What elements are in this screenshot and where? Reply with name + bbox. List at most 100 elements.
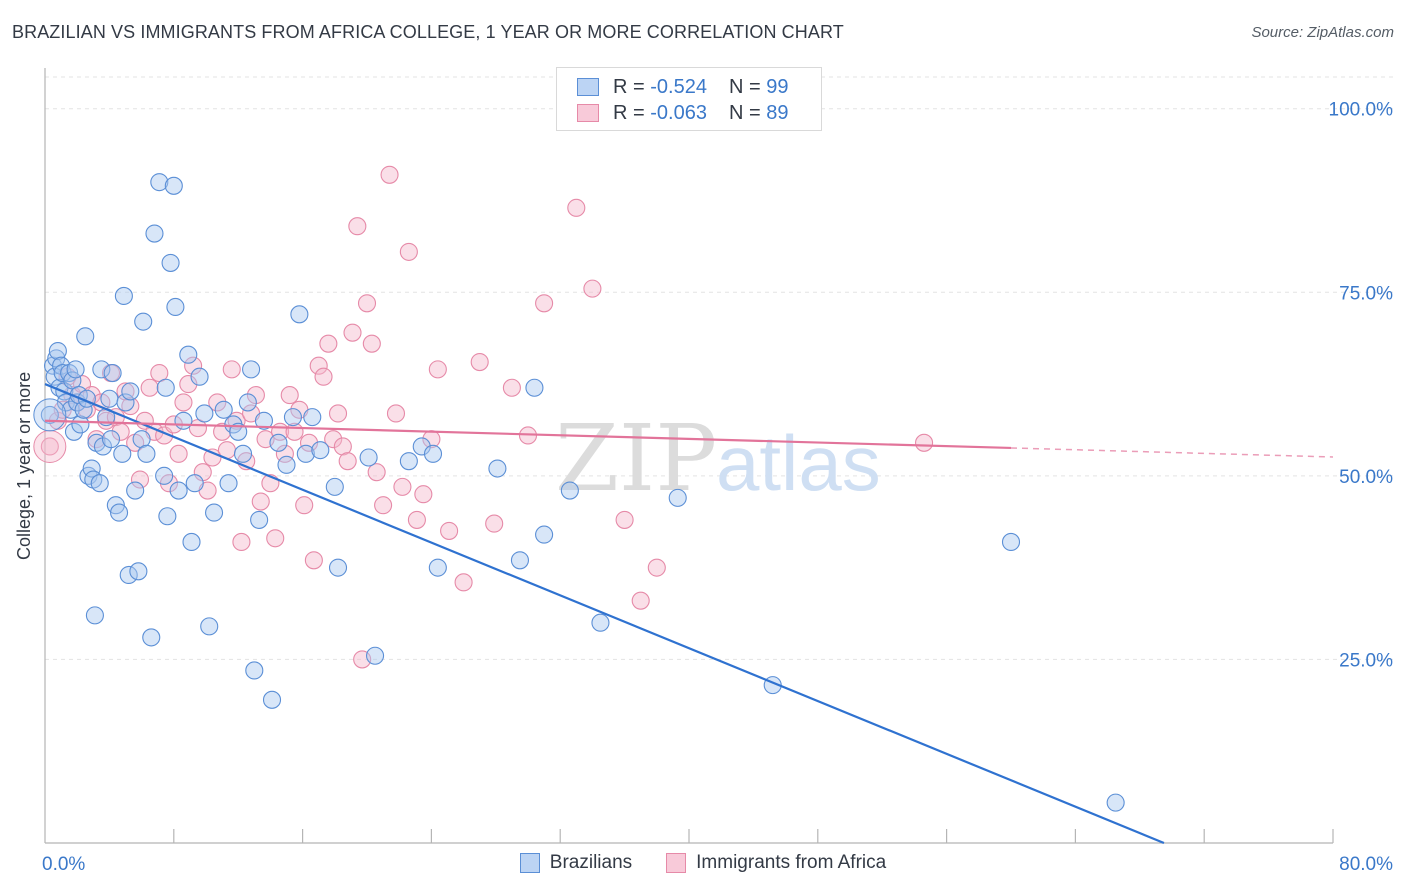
- point-immigrants-from-africa: [583, 279, 602, 298]
- point-brazilians: [277, 455, 296, 474]
- point-immigrants-from-africa: [338, 452, 357, 471]
- point-immigrants-from-africa: [174, 393, 193, 412]
- point-brazilians: [328, 558, 348, 577]
- point-brazilians: [158, 507, 177, 526]
- point-immigrants-from-africa: [208, 393, 227, 412]
- point-brazilians: [100, 389, 119, 408]
- x-tick-label: 0.0%: [42, 854, 85, 875]
- point-brazilians: [71, 415, 90, 434]
- point-immigrants-from-africa: [470, 352, 489, 372]
- point-immigrants-from-africa: [33, 429, 67, 463]
- point-brazilians: [290, 305, 309, 324]
- point-brazilians: [113, 444, 132, 463]
- point-immigrants-from-africa: [169, 444, 188, 463]
- legend-swatch-blue: [577, 78, 599, 96]
- point-brazilians: [229, 422, 248, 441]
- legend-item-brazilians[interactable]: Brazilians: [519, 852, 632, 874]
- point-brazilians: [110, 503, 129, 522]
- chart-title: BRAZILIAN VS IMMIGRANTS FROM AFRICA COLL…: [12, 22, 844, 42]
- point-immigrants-from-africa: [440, 521, 459, 540]
- tick-labels: 25.0% 50.0% 75.0% 100.0% 0.0% 80.0%: [42, 100, 1393, 875]
- point-brazilians: [145, 224, 164, 243]
- point-brazilians: [85, 606, 104, 625]
- legend-swatch-blue: [519, 853, 540, 873]
- point-brazilians: [245, 661, 264, 680]
- point-brazilians: [205, 503, 224, 522]
- point-immigrants-from-africa: [40, 437, 59, 456]
- x-tick-label: 80.0%: [1339, 854, 1393, 875]
- point-brazilians: [535, 525, 554, 544]
- n-value: 89: [766, 101, 789, 124]
- point-brazilians: [161, 253, 180, 272]
- point-brazilians: [311, 441, 330, 460]
- watermark-atlas: atlas: [716, 419, 881, 507]
- point-immigrants-from-africa: [232, 532, 251, 551]
- point-brazilians: [412, 437, 431, 456]
- n-label: N =: [728, 101, 761, 124]
- series-brazilians-points: [33, 173, 1125, 812]
- point-brazilians: [399, 452, 418, 471]
- point-immigrants-from-africa: [428, 360, 447, 379]
- point-immigrants-from-africa: [213, 422, 232, 441]
- point-brazilians: [164, 176, 183, 195]
- point-immigrants-from-africa: [348, 217, 367, 236]
- stats-legend-row-africa: R = -0.063 N = 89: [577, 101, 788, 125]
- r-value: -0.063: [650, 101, 707, 124]
- y-axis-label: College, 1 year or more: [14, 371, 34, 560]
- point-brazilians: [233, 444, 253, 463]
- point-immigrants-from-africa: [502, 378, 521, 397]
- point-brazilians: [103, 364, 122, 383]
- n-value: 99: [766, 75, 789, 98]
- legend-item-immigrants-from-africa[interactable]: Immigrants from Africa: [666, 852, 886, 874]
- point-brazilians: [150, 173, 169, 192]
- point-immigrants-from-africa: [915, 433, 934, 452]
- point-immigrants-from-africa: [203, 448, 222, 467]
- point-immigrants-from-africa: [380, 165, 399, 184]
- point-brazilians: [119, 565, 138, 585]
- point-brazilians: [303, 408, 322, 427]
- trend-lines: [44, 383, 1334, 845]
- point-immigrants-from-africa: [414, 485, 433, 504]
- n-label: N =: [728, 75, 761, 98]
- point-brazilians: [325, 477, 344, 496]
- point-immigrants-from-africa: [333, 437, 352, 456]
- point-brazilians: [33, 398, 67, 432]
- r-value: -0.524: [650, 75, 707, 98]
- y-tick-label: 25.0%: [1339, 650, 1393, 671]
- point-immigrants-from-africa: [266, 529, 285, 548]
- point-brazilians: [668, 488, 687, 507]
- point-immigrants-from-africa: [121, 397, 140, 416]
- point-immigrants-from-africa: [343, 323, 362, 342]
- point-immigrants-from-africa: [140, 378, 159, 397]
- trend-line-immigrants-from-africa: [44, 419, 1012, 450]
- point-brazilians: [132, 430, 151, 449]
- point-brazilians: [126, 481, 145, 500]
- watermark-zip: ZIP: [555, 405, 717, 512]
- point-brazilians: [137, 444, 156, 463]
- point-brazilians: [423, 444, 443, 463]
- point-brazilians: [64, 422, 84, 441]
- point-brazilians: [134, 312, 153, 331]
- legend-label-immigrants-from-africa: Immigrants from Africa: [696, 852, 887, 873]
- point-immigrants-from-africa: [362, 334, 381, 353]
- point-brazilians: [190, 367, 209, 386]
- point-brazilians: [200, 617, 219, 636]
- point-brazilians: [269, 433, 288, 452]
- stats-legend-row-brazilians: R = -0.524 N = 99: [577, 75, 788, 99]
- point-brazilians: [185, 474, 204, 493]
- point-immigrants-from-africa: [631, 591, 650, 610]
- point-immigrants-from-africa: [299, 433, 319, 452]
- axes: [44, 68, 1334, 844]
- point-brazilians: [61, 400, 80, 419]
- point-brazilians: [525, 378, 544, 397]
- point-brazilians: [74, 400, 93, 419]
- point-brazilians: [214, 400, 233, 419]
- point-brazilians: [101, 430, 121, 449]
- point-brazilians: [510, 551, 530, 570]
- y-tick-label: 75.0%: [1339, 283, 1393, 304]
- point-brazilians: [1001, 532, 1021, 551]
- point-brazilians: [254, 411, 274, 430]
- point-brazilians: [166, 297, 185, 317]
- point-brazilians: [262, 690, 282, 709]
- point-brazilians: [40, 405, 59, 424]
